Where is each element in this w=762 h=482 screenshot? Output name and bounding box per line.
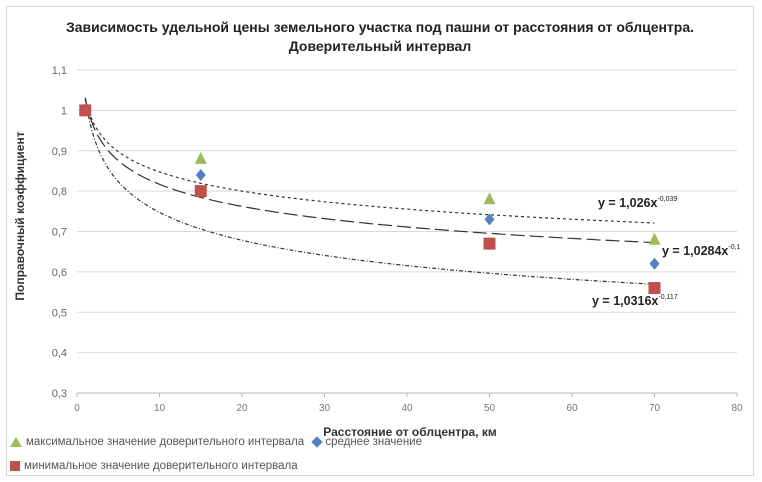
min-point <box>79 104 92 117</box>
max-point <box>194 151 207 164</box>
x-tick-label: 80 <box>731 403 743 414</box>
legend-label-min: минимальное значение доверительного инте… <box>24 460 298 472</box>
legend-label-mean: среднее значение <box>325 436 422 448</box>
y-tick-label: 0,7 <box>52 227 67 239</box>
x-tick-label: 50 <box>484 403 496 414</box>
legend-label-max: максимальное значение доверительного инт… <box>26 436 305 448</box>
trendline-label-max-main: y = 1,026x <box>598 196 658 210</box>
max-point <box>483 192 496 205</box>
trendline-label-max-exp: -0,039 <box>657 196 678 203</box>
y-tick-label: 0,9 <box>52 146 67 158</box>
legend-diamond-icon <box>311 436 323 448</box>
trendline-mean <box>84 98 655 244</box>
mean-point <box>484 213 495 226</box>
x-tick-label: 70 <box>649 403 661 414</box>
legend-row-1: максимальное значение доверительного инт… <box>10 436 422 448</box>
trendline-label-min-exp: -0,117 <box>658 294 678 301</box>
y-tick-label: 0,5 <box>52 307 67 319</box>
x-tick-label: 0 <box>74 403 80 414</box>
min-point <box>648 282 661 295</box>
y-axis-title: Поправочный коэффициент <box>13 131 27 301</box>
trendline-label-max: y = 1,026x-0,039 <box>598 196 677 210</box>
y-tick-label: 1,1 <box>52 65 67 77</box>
x-tick-label: 40 <box>401 403 413 414</box>
y-tick-label: 0,6 <box>52 267 67 279</box>
trendline-label-min: y = 1,0316x-0,117 <box>592 294 678 308</box>
legend-row-2: минимальное значение доверительного инте… <box>10 460 298 472</box>
chart-title: Зависимость удельной цены земельного уча… <box>65 19 695 54</box>
x-tick-label: 30 <box>319 403 331 414</box>
trendline-min <box>84 97 655 285</box>
trendline-label-mean: y = 1,0284x-0,1 <box>662 244 740 258</box>
legend-triangle-icon <box>10 436 22 447</box>
min-point <box>194 185 207 198</box>
y-tick-label: 1 <box>61 105 67 117</box>
mean-point <box>649 257 660 270</box>
trendline-max <box>84 99 655 224</box>
y-tick-label: 0,8 <box>52 186 67 198</box>
mean-point <box>195 168 206 181</box>
trendline-label-mean-exp: -0,1 <box>728 244 741 251</box>
x-tick-label: 10 <box>154 403 166 414</box>
trendline-label-mean-main: y = 1,0284x <box>662 244 729 258</box>
min-point <box>483 237 496 250</box>
x-tick-label: 20 <box>236 403 248 414</box>
y-tick-label: 0,3 <box>52 388 67 400</box>
x-axis-title: Расстояние от облцентра, км <box>323 425 497 439</box>
y-tick-label: 0,4 <box>52 348 67 360</box>
max-point <box>648 232 661 245</box>
legend-square-icon <box>10 460 20 471</box>
trendline-label-min-main: y = 1,0316x <box>592 294 659 308</box>
x-tick-label: 60 <box>566 403 578 414</box>
